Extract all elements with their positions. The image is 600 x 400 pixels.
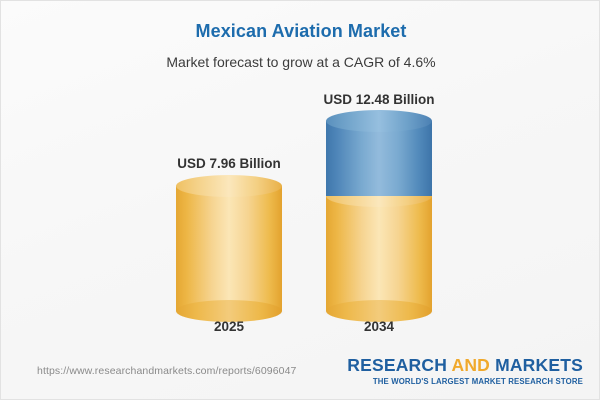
research-and-markets-logo: RESEARCH AND MARKETS THE WORLD'S LARGEST… [347,355,583,386]
cylinder-bottom-cap-2034 [326,300,432,322]
category-label-2025: 2025 [213,319,245,334]
logo-wordmark: RESEARCH AND MARKETS [347,355,583,376]
logo-word-and: AND [451,355,490,375]
footer: https://www.researchandmarkets.com/repor… [1,347,599,399]
category-label-2034: 2034 [363,319,395,334]
cylinder-top-cap-2025 [176,175,282,197]
data-label-2034: USD 12.48 Billion [323,92,435,107]
cylinder-top-cap-2034 [326,110,432,132]
logo-word-research: RESEARCH [347,355,448,375]
chart-plot-area: USD 7.96 Billion 2025 USD 12.48 Billion [1,1,599,346]
page-title: Mexican Aviation Market [195,21,407,41]
logo-word-markets: MARKETS [495,355,583,375]
cylinder-segment-growth-2034 [326,110,432,196]
cylinder-segment-base-2025 [176,175,282,322]
cylinder-segment-base-2034 [326,185,432,322]
logo-tagline: THE WORLD'S LARGEST MARKET RESEARCH STOR… [372,377,583,386]
cylinder-body-base-2034 [326,196,432,311]
cylinder-bottom-cap-2025 [176,300,282,322]
chart-subtitle: Market forecast to grow at a CAGR of 4.6… [166,54,436,70]
cylinder-body-2025 [176,186,282,311]
report-url[interactable]: https://www.researchandmarkets.com/repor… [37,365,297,377]
data-label-2025: USD 7.96 Billion [177,156,281,171]
cylinder-body-growth-2034 [326,121,432,196]
